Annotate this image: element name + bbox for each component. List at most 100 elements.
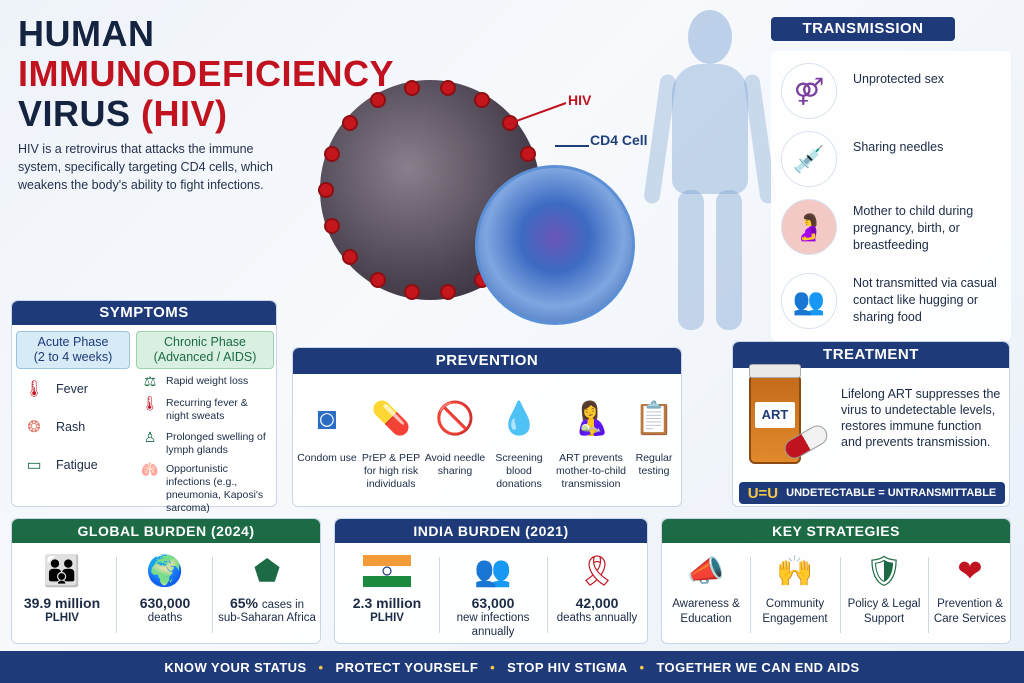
pill-capsule-icon: 💊 [371, 400, 411, 436]
symptom-text: Fatigue [56, 458, 98, 472]
community-icon: 🙌 [776, 554, 814, 588]
transmission-panel: TRANSMISSION ⚤ Unprotected sex 💉 Sharing… [771, 17, 1011, 341]
treatment-heading: TREATMENT [733, 342, 1009, 368]
chronic-phase-column: Chronic Phase (Advanced / AIDS) ⚖ Rapid w… [136, 331, 274, 514]
virus-spike [403, 284, 420, 301]
uu-label: U=U [747, 484, 779, 502]
burden-sub: PLHIV [370, 612, 404, 624]
prevention-text: Screening blood donations [495, 452, 543, 490]
burden-stat: ⬟ 65% cases in sub-Saharan Africa [214, 551, 320, 641]
prevention-panel: PREVENTION ◙ Condom use 💊 PrEP & PEP for h… [292, 347, 682, 507]
symptoms-panel: SYMPTOMS Acute Phase (2 to 4 weeks) 🌡 Fev… [11, 300, 277, 514]
strategy-item: 📣 Awareness & Education [664, 551, 748, 641]
burden-sub: PLHIV [45, 612, 79, 624]
pregnant-mother-icon: 🤰 [781, 199, 837, 255]
burden-value: 2.3 million [352, 595, 422, 611]
battery-low-icon: ▭ [26, 457, 42, 474]
virus-spike [342, 248, 359, 265]
virus-spike [370, 272, 386, 289]
mother-child-icon: 🤱 [571, 400, 611, 436]
heart-hand-icon: ❤ [957, 554, 983, 588]
africa-map-icon: ⬟ [253, 554, 281, 588]
transmission-item: 💉 Sharing needles [781, 129, 1006, 189]
condom-icon: ◙ [317, 399, 337, 436]
burden-sub: deaths [147, 612, 183, 624]
treatment-text: Lifelong ART suppresses the virus to und… [841, 387, 1001, 449]
footer-separator: • [490, 659, 496, 675]
virus-spike [403, 79, 420, 96]
symptom-text: Fever [56, 382, 88, 396]
title-line-1: HUMAN [18, 13, 155, 54]
symptom-row: ⚖ Rapid weight loss [140, 373, 272, 389]
scale-icon: ⚖ [143, 373, 157, 389]
burden-sub-inline: cases in [261, 599, 305, 611]
transmission-heading: TRANSMISSION [771, 17, 955, 41]
strategy-text: Community Engagement [762, 598, 828, 625]
two-people-icon: 👥 [781, 273, 837, 329]
virus-spike [440, 284, 457, 301]
symptom-row: 🌡 Fever [24, 379, 88, 399]
global-burden-panel: GLOBAL BURDEN (2024) 👪 39.9 million PLHI… [11, 518, 321, 644]
title-abbr: (HIV) [141, 93, 228, 134]
virus-spike [519, 146, 536, 163]
global-burden-heading: GLOBAL BURDEN (2024) [12, 519, 320, 543]
strategy-item: 🛡 Policy & Legal Support [842, 551, 926, 641]
transmission-text: Mother to child during pregnancy, birth,… [853, 204, 974, 252]
title-virus: VIRUS [18, 93, 131, 134]
shield-check-icon: 🛡 [864, 554, 904, 588]
key-strategies-heading: KEY STRATEGIES [662, 519, 1010, 543]
symptom-text: Rash [56, 420, 86, 434]
title-line-3: VIRUS (HIV) [18, 94, 368, 134]
cd4-label: CD4 Cell [590, 132, 648, 148]
people-group-icon: 👪 [43, 554, 81, 588]
footer-item: STOP HIV STIGMA [507, 659, 628, 675]
strategy-text: Policy & Legal Support [847, 598, 921, 625]
prevention-item: 💧 Screening blood donations [487, 388, 551, 491]
lungs-icon: 🫁 [141, 461, 159, 477]
prevention-text: Condom use [297, 452, 357, 464]
transmission-list: ⚤ Unprotected sex 💉 Sharing needles 🤰 Mo… [771, 51, 1011, 341]
symptom-row: ♙ Prolonged swelling of lymph glands [140, 429, 272, 457]
symptom-text: Rapid weight loss [166, 375, 249, 387]
virus-spike [370, 91, 386, 108]
prevention-item: 🤱 ART prevents mother-to-child transmissi… [555, 388, 627, 491]
burden-stat: 🌍 630,000 deaths [120, 551, 210, 641]
acute-phase-title: Acute Phase [37, 335, 109, 349]
burden-stat: 🎗 42,000 deaths annually [549, 551, 645, 641]
human-body-illustration [643, 10, 777, 330]
burden-value: 65% [229, 595, 258, 611]
uu-text: UNDETECTABLE = UNTRANSMITTABLE [786, 487, 997, 499]
prevention-item: 📋 Regular testing [627, 388, 681, 478]
india-burden-heading: INDIA BURDEN (2021) [335, 519, 647, 543]
india-flag-icon [339, 551, 435, 591]
virus-spike [440, 79, 457, 96]
symptoms-heading: SYMPTOMS [12, 301, 276, 325]
checklist-icon: 📋 [634, 400, 674, 436]
prevention-item: 🚫 Avoid needle sharing [423, 388, 487, 478]
burden-value-line: 65% cases in [214, 595, 320, 611]
footer-separator: • [318, 659, 324, 675]
uu-banner: U=U UNDETECTABLE = UNTRANSMITTABLE [739, 482, 1005, 504]
virus-spike [324, 146, 341, 163]
strategy-item: ❤ Prevention & Care Services [930, 551, 1010, 641]
virus-spike [342, 115, 359, 132]
virus-spike [474, 91, 490, 108]
art-bottle-label: ART [755, 402, 795, 428]
treatment-panel: TREATMENT ART Lifelong ART suppresses th… [732, 341, 1010, 507]
strategy-text: Awareness & Education [672, 598, 740, 625]
symptom-row: ▭ Fatigue [24, 455, 98, 475]
thermometer-icon: 🌡 [24, 381, 45, 398]
globe-icon: 🌍 [146, 554, 184, 588]
hiv-pointer-line [503, 102, 567, 127]
lymph-icon: ♙ [143, 429, 157, 445]
red-ribbon-icon: 🎗 [577, 554, 617, 588]
no-needle-icon: 🚫 [435, 400, 475, 436]
footer-item: TOGETHER WE CAN END AIDS [656, 659, 860, 675]
prevention-heading: PREVENTION [293, 348, 681, 374]
hiv-label: HIV [568, 92, 592, 108]
footer-item: KNOW YOUR STATUS [164, 659, 307, 675]
burden-stat: 👥 63,000 new infections annually [443, 551, 543, 641]
burden-sub: new infections annually [456, 612, 530, 638]
gender-symbols-icon: ⚤ [781, 63, 837, 119]
footer-item: PROTECT YOURSELF [335, 659, 479, 675]
